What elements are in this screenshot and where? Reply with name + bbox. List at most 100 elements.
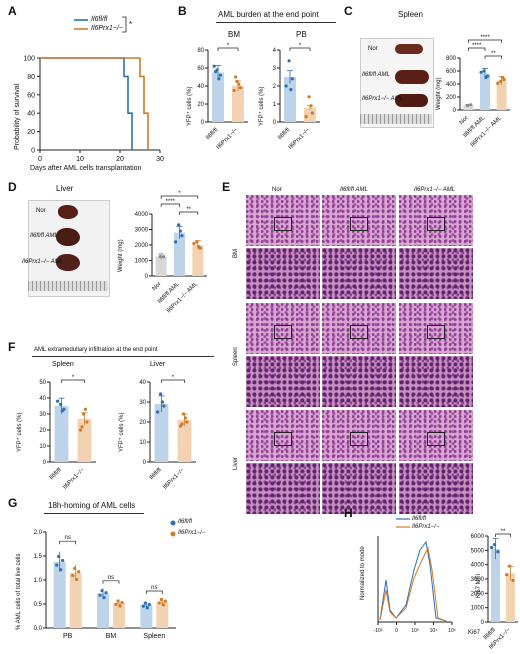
- category-label: Il6Prx1−/−: [288, 127, 312, 151]
- c-row-nor: Nor: [368, 46, 378, 52]
- ytick-label: 3000: [471, 577, 485, 583]
- d-row-flfl: Il6fl/fl AML: [30, 233, 58, 239]
- ytick-label: 10: [39, 444, 46, 450]
- category-label: Il6Prx1−/−: [216, 127, 240, 151]
- data-point: [192, 241, 196, 246]
- survival-line-ko: [40, 57, 149, 150]
- data-point: [157, 601, 161, 605]
- data-point: [508, 564, 512, 568]
- sig-label: ns: [108, 575, 114, 581]
- ytick-label: 0: [201, 120, 205, 126]
- ytick-label: 40: [197, 84, 204, 90]
- ruler: [360, 114, 432, 124]
- legend-dot-flfl: [170, 520, 176, 526]
- bar: [113, 603, 125, 628]
- data-point: [120, 600, 124, 605]
- zoom-box: [350, 432, 368, 446]
- a-xtick-label: 30: [156, 156, 164, 163]
- h-ylabel: Normalized to mode: [360, 546, 366, 600]
- data-point: [195, 240, 199, 244]
- f-ylabel-1: YFP⁺ cells (%): [17, 412, 23, 452]
- g-chart: 0.0 0.5 1.0 1.5 2.0 ns PB ns BM ns Spleen: [34, 520, 176, 640]
- data-point: [238, 86, 242, 90]
- ytick-label: 50: [39, 380, 46, 386]
- sig-label: **: [186, 207, 191, 213]
- histogram-flfl: [379, 540, 447, 622]
- data-point: [116, 599, 120, 603]
- data-point: [496, 81, 500, 85]
- histology-image: [322, 356, 396, 407]
- bar: [97, 593, 109, 628]
- bar: [69, 572, 82, 628]
- bar: [155, 256, 167, 276]
- histology-image: [246, 410, 320, 461]
- data-point: [183, 416, 187, 420]
- data-point: [159, 392, 163, 396]
- zoom-box: [350, 325, 368, 339]
- liver-ko: [56, 254, 80, 271]
- data-point: [82, 412, 86, 416]
- d-row-ko: Il6Prx1−/− AML: [22, 259, 64, 265]
- c-row-ko: Il6Prx1−/− AML: [362, 96, 404, 102]
- data-point: [118, 604, 122, 608]
- data-point: [83, 407, 87, 411]
- h-legend-flfl: Il6fl/fl: [412, 516, 427, 522]
- data-point: [57, 554, 61, 559]
- f-sub-spleen: Spleen: [52, 361, 74, 368]
- sig-bracket: [160, 195, 199, 199]
- ytick-label: 600: [446, 69, 457, 75]
- a-ytick-label: 80: [27, 74, 35, 81]
- data-point: [100, 589, 104, 593]
- e-col-flfl: Il6fl/fl AML: [340, 187, 368, 193]
- e-col-ko: Il6Prx1−/− AML: [414, 187, 456, 193]
- sig-bracket: [467, 39, 503, 43]
- bar: [177, 420, 192, 462]
- ytick-label: 0.5: [34, 602, 43, 608]
- a-ytick-label: 100: [23, 56, 35, 63]
- data-point: [218, 73, 222, 77]
- data-point: [185, 420, 189, 424]
- data-point: [147, 602, 151, 607]
- ytick-label: 2.0: [34, 530, 43, 536]
- ytick-label: 4000: [135, 212, 149, 218]
- sig-label: *: [172, 375, 175, 381]
- data-point: [287, 59, 291, 63]
- data-point: [197, 244, 201, 249]
- a-ytick-label: 0: [31, 148, 35, 155]
- bar: [212, 72, 224, 122]
- f-sub-liver: Liver: [150, 361, 166, 368]
- data-point: [162, 404, 166, 408]
- zoom-box: [427, 432, 445, 446]
- data-point: [304, 115, 308, 119]
- sig-label: ns: [151, 585, 157, 591]
- category-label: Nor: [459, 115, 470, 126]
- ytick-label: 60: [197, 66, 204, 72]
- sig-label: ****: [472, 43, 482, 49]
- ytick-label: 30: [39, 412, 46, 418]
- data-point: [234, 75, 238, 79]
- data-point: [59, 568, 63, 572]
- xtick-label: 10⁵: [448, 628, 456, 634]
- ytick-label: 200: [446, 95, 457, 101]
- histology-image: [399, 356, 473, 407]
- data-point: [511, 578, 515, 583]
- f-ylabel-2: YFP⁺ cells (%): [119, 412, 125, 452]
- data-point: [482, 69, 486, 73]
- spleen-flfl: [395, 70, 429, 84]
- sig-bracket: [467, 47, 486, 51]
- liver-nor: [58, 205, 78, 219]
- h-charts: -10³ 0 10³ 10⁴ 10⁵ 0 1000 2000 3000 4000 5000 6000 I…: [374, 518, 518, 651]
- zoom-box: [274, 217, 292, 231]
- bar: [463, 105, 474, 110]
- spleen-ko: [395, 94, 428, 107]
- ytick-label: 0: [273, 120, 277, 126]
- bar: [496, 80, 507, 110]
- histology-image: [399, 248, 473, 299]
- histogram-ko: [379, 546, 447, 622]
- panel-label-f: F: [8, 340, 16, 354]
- e-row-liver: Liver: [233, 456, 239, 470]
- data-point: [500, 75, 505, 80]
- sig-label: *: [227, 43, 230, 49]
- ytick-label: 1: [273, 102, 277, 108]
